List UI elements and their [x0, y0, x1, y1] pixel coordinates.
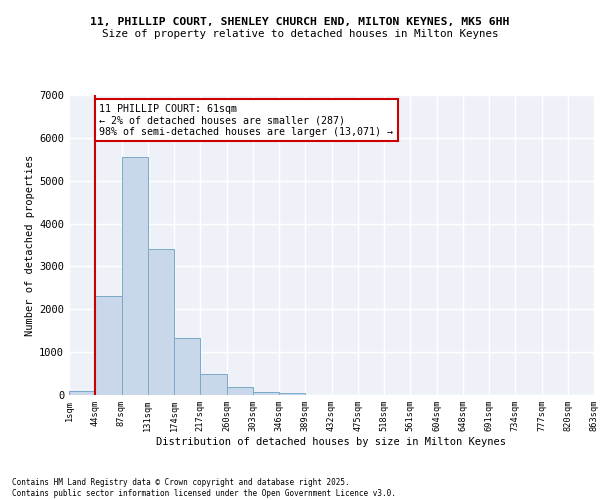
Bar: [148, 250, 174, 395]
Bar: [279, 393, 305, 395]
Text: Contains HM Land Registry data © Crown copyright and database right 2025.
Contai: Contains HM Land Registry data © Crown c…: [12, 478, 396, 498]
Y-axis label: Number of detached properties: Number of detached properties: [25, 154, 35, 336]
Bar: [253, 392, 279, 395]
Bar: [69, 390, 95, 395]
Text: 11 PHILLIP COURT: 61sqm
← 2% of detached houses are smaller (287)
98% of semi-de: 11 PHILLIP COURT: 61sqm ← 2% of detached…: [99, 104, 393, 137]
Bar: [174, 338, 200, 395]
Text: Size of property relative to detached houses in Milton Keynes: Size of property relative to detached ho…: [102, 29, 498, 39]
X-axis label: Distribution of detached houses by size in Milton Keynes: Distribution of detached houses by size …: [157, 437, 506, 447]
Bar: [95, 296, 121, 395]
Text: 11, PHILLIP COURT, SHENLEY CHURCH END, MILTON KEYNES, MK5 6HH: 11, PHILLIP COURT, SHENLEY CHURCH END, M…: [91, 18, 509, 28]
Bar: [227, 388, 253, 395]
Bar: [121, 157, 148, 395]
Bar: [200, 374, 227, 395]
